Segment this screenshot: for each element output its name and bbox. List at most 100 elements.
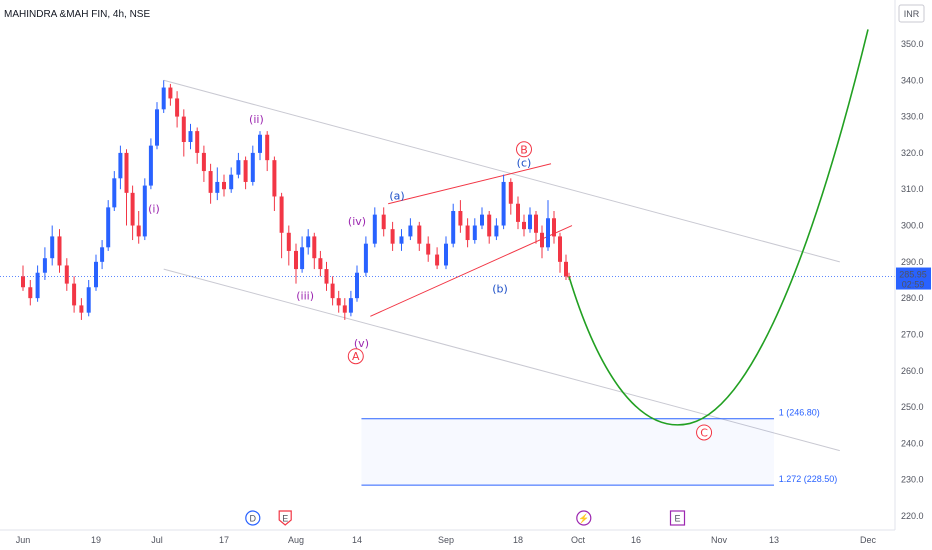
candle-body (508, 181, 513, 204)
candle-body (272, 160, 277, 197)
projection-curve (568, 29, 869, 426)
candle-body (348, 298, 353, 313)
fib-zone (361, 418, 774, 486)
circled-label-ring (347, 348, 364, 365)
candle-body (472, 225, 477, 241)
x-tick-label: 14 (352, 535, 362, 545)
candle-body (208, 171, 213, 193)
candle-body (161, 87, 166, 110)
event-marker[interactable] (669, 510, 686, 526)
y-tick-label: 330.0 (901, 112, 924, 122)
y-tick-label: 320.0 (901, 148, 924, 158)
candle-body (124, 152, 129, 193)
wedge-lower-line (370, 225, 573, 317)
candle-body (381, 214, 386, 230)
candle-body (390, 229, 395, 244)
event-marker[interactable] (245, 510, 261, 526)
candle-body (300, 247, 305, 270)
candle-body (487, 214, 492, 237)
candle-body (522, 221, 526, 230)
candle-body (72, 283, 77, 306)
circled-label-ring (516, 141, 532, 158)
candle-body (236, 160, 241, 175)
x-tick-label: 17 (219, 535, 229, 545)
candle-body (480, 214, 484, 226)
event-marker[interactable] (278, 510, 292, 526)
y-tick-label: 310.0 (901, 184, 924, 194)
candle-body (417, 225, 422, 244)
wave-label: (ii) (249, 113, 264, 126)
y-tick-label: 350.0 (901, 39, 924, 49)
x-tick-label: Nov (711, 535, 728, 545)
x-tick-label: 16 (631, 535, 641, 545)
candle-body (57, 236, 62, 266)
candle-body (142, 185, 147, 237)
y-tick-label: 230.0 (901, 475, 924, 485)
circled-wave-label: B (520, 143, 528, 156)
currency-box[interactable] (898, 4, 925, 23)
fib-extension[interactable]: 1 (246.80) 1.272 (228.50) (361, 408, 837, 486)
candle-body (294, 250, 298, 270)
x-tick-label: Jun (16, 535, 31, 545)
candle-body (181, 116, 186, 143)
y-tick-label: 250.0 (901, 402, 924, 412)
wave-label: (a) (389, 189, 404, 202)
y-tick-label: 300.0 (901, 221, 924, 231)
candle-body (35, 272, 40, 299)
circled-label-ring (696, 424, 713, 441)
candle-body (458, 210, 463, 226)
candle-body (494, 225, 499, 237)
candle-body (188, 131, 193, 143)
candle-body (336, 298, 341, 306)
candle-body (286, 232, 291, 251)
channel-upper-line (163, 79, 840, 263)
y-tick-label: 340.0 (901, 75, 924, 85)
candle-body (136, 225, 141, 237)
last-price-badge (896, 267, 931, 290)
candle-body (243, 160, 248, 182)
candle-body (540, 232, 544, 248)
channel-lines (163, 79, 840, 452)
candle-body (372, 214, 377, 244)
candle-body (175, 98, 180, 117)
y-tick-label: 290.0 (901, 257, 924, 267)
wave-label: (iii) (296, 290, 314, 303)
candle-body (342, 305, 347, 313)
x-tick-label: Aug (288, 535, 304, 545)
event-markers[interactable]: D E ⚡ E (245, 510, 686, 526)
candle-body (130, 192, 135, 226)
fib-level-label: 1 (246.80) (779, 408, 820, 418)
wedge-upper-line (388, 163, 552, 205)
event-marker[interactable] (576, 510, 592, 526)
candle-body (42, 258, 47, 273)
chart-title: MAHINDRA &MAH FIN, 4h, NSE (4, 9, 150, 20)
event-marker-label: E (282, 514, 288, 524)
x-tick-label: Oct (571, 535, 586, 545)
candle-body (552, 218, 556, 237)
event-marker-label: E (674, 514, 680, 524)
candle-body (306, 236, 311, 248)
last-price-countdown: 02:59 (902, 280, 925, 290)
last-price-value: 285.95 (899, 270, 927, 280)
x-tick-label: Dec (860, 535, 877, 545)
channel-lower-line (163, 268, 840, 452)
candle-body (201, 152, 206, 172)
candle-body (222, 181, 226, 190)
projection-path (568, 29, 869, 426)
candle-body (451, 210, 456, 244)
candle-body (94, 261, 98, 288)
candle-body (118, 152, 123, 179)
wave-label: (b) (492, 282, 508, 295)
x-tick-label: 13 (769, 535, 779, 545)
currency-label: INR (904, 9, 920, 19)
candle-body (355, 272, 359, 299)
y-tick-label: 280.0 (901, 293, 924, 303)
y-tick-label: 260.0 (901, 366, 924, 376)
wave-label: (iv) (348, 215, 366, 228)
candle-body (50, 236, 55, 259)
candle-body (564, 261, 568, 277)
candle-body (265, 134, 270, 161)
